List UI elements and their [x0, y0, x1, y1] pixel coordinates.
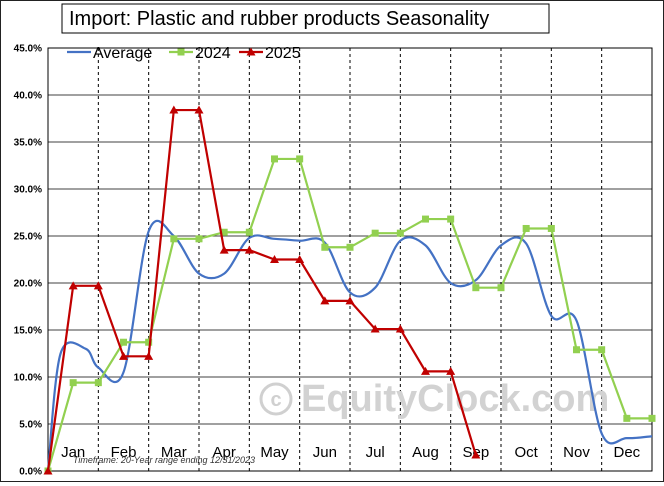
data-point-2024 [120, 338, 127, 346]
data-point-2025 [421, 366, 430, 375]
grid [47, 47, 653, 472]
y-tick-label: 10.0% [14, 373, 42, 384]
x-tick-label: Apr [212, 444, 235, 461]
y-tick-label: 30.0% [14, 185, 42, 196]
x-tick-label: Oct [514, 444, 538, 461]
y-tick-label: 15.0% [14, 326, 42, 337]
title-box: Import: Plastic and rubber products Seas… [61, 3, 550, 34]
x-tick-label: Nov [563, 444, 590, 461]
data-point-2025 [270, 255, 279, 263]
data-point-2025 [144, 351, 154, 360]
data-point-2025 [43, 466, 53, 475]
data-point-2025 [219, 245, 229, 254]
data-point-2024 [94, 379, 102, 387]
legend-marker [246, 47, 256, 56]
watermark: c EquityClock.com [259, 378, 609, 420]
data-point-2025 [320, 296, 330, 305]
data-point-2025 [295, 255, 305, 263]
data-point-2024 [145, 338, 153, 346]
data-point-2025 [169, 105, 179, 114]
y-tick-label: 20.0% [14, 279, 42, 290]
legend: Average 2024 2025 [67, 45, 301, 62]
data-point-2024 [296, 155, 304, 163]
data-point-2024 [447, 215, 455, 223]
data-point-2024 [598, 346, 606, 354]
legend-label: 2025 [265, 45, 301, 62]
x-tick-label: May [260, 444, 289, 461]
series [43, 105, 656, 475]
x-tick-label: Aug [412, 444, 439, 461]
data-point-2024 [648, 414, 656, 422]
x-tick-label: Jan [61, 444, 85, 461]
data-point-2024 [220, 228, 228, 236]
data-point-2024 [195, 235, 203, 243]
data-point-2024 [396, 229, 404, 237]
copyright-icon [259, 382, 293, 416]
chart-title: Import: Plastic and rubber products Seas… [69, 8, 489, 30]
data-point-2025 [471, 450, 481, 459]
data-point-2024 [623, 414, 631, 422]
x-tick-label: Jul [366, 444, 385, 461]
x-tick-label: Feb [111, 444, 137, 461]
legend-label: 2024 [195, 45, 231, 62]
data-point-2025 [345, 296, 355, 305]
timeframe-note: Timeframe: 20-Year range ending 12/31/20… [73, 455, 255, 465]
y-tick-label: 40.0% [14, 91, 42, 102]
y-tick-label: 35.0% [14, 138, 42, 149]
data-point-2025 [395, 324, 405, 333]
data-point-2025 [244, 245, 254, 254]
axes: 0.0% 5.0% 10.0% 15.0% 20.0% 25.0% 30.0% 35.0% 40… [14, 44, 641, 478]
x-tick-label: Jun [313, 444, 337, 461]
data-point-2025 [68, 281, 78, 290]
data-point-2024 [170, 235, 178, 243]
data-point-2024 [472, 284, 480, 292]
y-tick-label: 0.0% [19, 467, 42, 478]
data-point-2024 [271, 155, 278, 163]
x-tick-label: Mar [161, 444, 187, 461]
series-line-average [46, 219, 653, 472]
data-point-2024 [573, 346, 580, 354]
series-line-2025 [46, 108, 477, 472]
data-point-2024 [245, 228, 253, 236]
data-point-2024 [497, 284, 505, 292]
data-point-2025 [370, 324, 380, 333]
data-point-2024 [371, 229, 379, 237]
data-point-2024 [422, 215, 429, 223]
y-tick-label: 25.0% [14, 232, 42, 243]
y-tick-label: 45.0% [14, 44, 42, 55]
y-tick-label: 5.0% [19, 420, 42, 431]
svg-text:c: c [270, 389, 281, 411]
data-point-2025 [93, 281, 103, 290]
x-tick-label: Dec [613, 444, 640, 461]
data-point-2024 [321, 243, 329, 251]
data-point-2025 [119, 351, 128, 360]
data-point-2024 [69, 379, 77, 387]
data-point-2025 [194, 105, 204, 114]
data-point-2024 [346, 243, 354, 251]
data-point-2024 [547, 224, 555, 232]
legend-marker [177, 48, 185, 56]
data-point-2024 [522, 224, 530, 232]
legend-label: Average [93, 45, 152, 62]
data-point-2025 [446, 366, 456, 375]
